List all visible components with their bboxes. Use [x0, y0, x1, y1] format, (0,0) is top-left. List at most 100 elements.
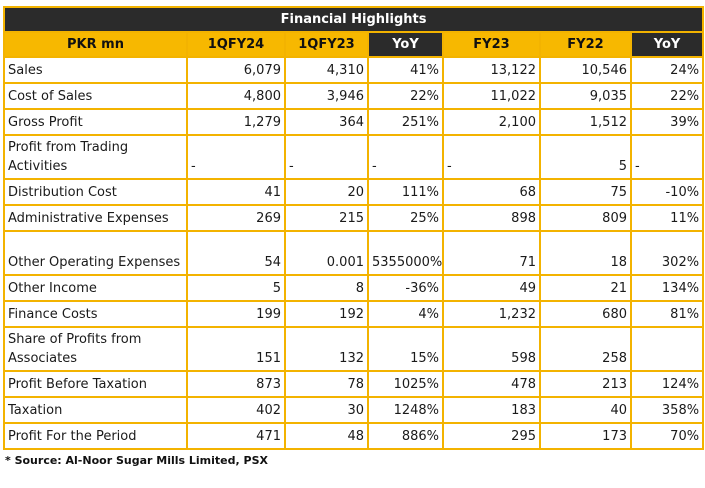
table-row: Taxation 402 30 1248% 183 40 358%	[3, 396, 705, 424]
table-cell: 5355000%	[367, 230, 444, 276]
column-header: FY22	[539, 31, 632, 58]
table-cell: 1,232	[442, 300, 541, 328]
table-cell: 11,022	[442, 82, 541, 110]
table-cell: 6,079	[186, 56, 286, 84]
row-label: Sales	[3, 56, 188, 84]
table-cell: 4%	[367, 300, 444, 328]
table-cell: 81%	[629, 300, 705, 328]
table-cell: 22%	[629, 82, 705, 110]
table-cell: 898	[442, 204, 541, 232]
table-cell: 183	[442, 396, 541, 424]
table-cell: 134%	[629, 274, 705, 302]
table-cell: 22%	[367, 82, 444, 110]
table-cell: 1248%	[367, 396, 444, 424]
table-cell: 13,122	[442, 56, 541, 84]
table-row: Finance Costs 199 192 4% 1,232 680 81%	[3, 300, 705, 328]
table-title: Financial Highlights	[2, 6, 705, 33]
table-cell: 402	[186, 396, 286, 424]
row-label: Profit Before Taxation	[3, 370, 188, 398]
table-cell: 258	[539, 326, 632, 372]
financial-table: Financial Highlights PKR mn 1QFY24 1QFY23 Y…	[2, 6, 705, 450]
table-cell: 68	[442, 178, 541, 206]
table-cell: 0.001	[284, 230, 369, 276]
table-cell: 1025%	[367, 370, 444, 398]
table-cell: 269	[186, 204, 286, 232]
column-header: 1QFY24	[186, 31, 286, 58]
row-label: Gross Profit	[3, 108, 188, 136]
table-cell: 132	[284, 326, 369, 372]
table-row: Gross Profit 1,279 364 251% 2,100 1,512 39%	[3, 108, 705, 136]
row-label: Cost of Sales	[3, 82, 188, 110]
table-cell	[629, 326, 705, 372]
table-cell: 192	[284, 300, 369, 328]
table-cell: 10,546	[539, 56, 632, 84]
table-cell: 471	[186, 422, 286, 450]
table-cell: 4,800	[186, 82, 286, 110]
table-cell: 20	[284, 178, 369, 206]
table-row: Other Income 5 8 -36% 49 21 134%	[3, 274, 705, 302]
table-cell: 598	[442, 326, 541, 372]
table-cell: 358%	[629, 396, 705, 424]
row-label: Finance Costs	[3, 300, 188, 328]
row-label: Other Income	[3, 274, 188, 302]
source-note: * Source: Al-Noor Sugar Mills Limited, P…	[5, 454, 268, 467]
table-cell: 41	[186, 178, 286, 206]
table-cell: 1,512	[539, 108, 632, 136]
table-cell: 30	[284, 396, 369, 424]
column-header: YoY	[367, 31, 444, 58]
table-cell: 111%	[367, 178, 444, 206]
table-cell: 199	[186, 300, 286, 328]
table-cell: 4,310	[284, 56, 369, 84]
table-cell: 70%	[629, 422, 705, 450]
table-cell: 78	[284, 370, 369, 398]
table-cell: -	[186, 134, 286, 180]
table-cell: 54	[186, 230, 286, 276]
column-header: YoY	[629, 31, 705, 58]
row-label: Taxation	[3, 396, 188, 424]
table-cell: -36%	[367, 274, 444, 302]
column-header: 1QFY23	[284, 31, 369, 58]
row-label: Share of Profits from Associates	[3, 326, 188, 372]
row-label: Other Operating Expenses	[3, 230, 188, 276]
table-cell: 39%	[629, 108, 705, 136]
table-cell: 48	[284, 422, 369, 450]
table-cell: 364	[284, 108, 369, 136]
table-cell: 9,035	[539, 82, 632, 110]
row-label: Profit For the Period	[3, 422, 188, 450]
column-header: PKR mn	[3, 31, 188, 58]
table-cell: -	[367, 134, 444, 180]
table-cell: -	[442, 134, 541, 180]
table-cell: 8	[284, 274, 369, 302]
table-cell: 2,100	[442, 108, 541, 136]
table-cell: 25%	[367, 204, 444, 232]
header-row: PKR mn 1QFY24 1QFY23 YoY FY23 FY22 YoY	[3, 31, 705, 58]
column-header: FY23	[442, 31, 541, 58]
table-cell: 49	[442, 274, 541, 302]
table-cell: 124%	[629, 370, 705, 398]
table-row: Cost of Sales 4,800 3,946 22% 11,022 9,035 22%	[3, 82, 705, 110]
table-cell: 680	[539, 300, 632, 328]
row-label: Administrative Expenses	[3, 204, 188, 232]
table-row: Share of Profits from Associates 151 132 15…	[3, 326, 705, 372]
table-row: Profit Before Taxation 873 78 1025% 478 213 12…	[3, 370, 705, 398]
table-cell: 5	[539, 134, 632, 180]
table-cell: 215	[284, 204, 369, 232]
table-cell: 873	[186, 370, 286, 398]
table-cell: 40	[539, 396, 632, 424]
table-cell: 302%	[629, 230, 705, 276]
table-cell: 251%	[367, 108, 444, 136]
table-cell: 478	[442, 370, 541, 398]
table-row: Administrative Expenses 269 215 25% 898 809 11…	[3, 204, 705, 232]
table-cell: 24%	[629, 56, 705, 84]
table-row: Profit For the Period 471 48 886% 295 173 70%	[3, 422, 705, 450]
financial-highlights: Financial Highlights PKR mn 1QFY24 1QFY23 Y…	[2, 6, 705, 471]
table-cell: 75	[539, 178, 632, 206]
table-row: Sales 6,079 4,310 41% 13,122 10,546 24%	[3, 56, 705, 84]
table-cell: 71	[442, 230, 541, 276]
table-cell: 11%	[629, 204, 705, 232]
table-cell: 151	[186, 326, 286, 372]
table-row: Distribution Cost 41 20 111% 68 75 -10%	[3, 178, 705, 206]
row-label: Profit from Trading Activities	[3, 134, 188, 180]
table-cell: -	[629, 134, 705, 180]
table-cell: -	[284, 134, 369, 180]
